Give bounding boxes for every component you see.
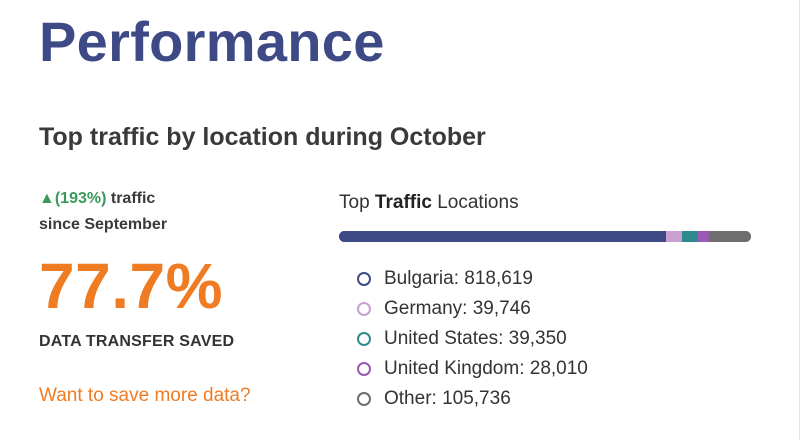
page-title: Performance <box>39 10 385 73</box>
legend-item: Germany: 39,746 <box>357 294 588 324</box>
legend-label: United States: 39,350 <box>384 328 567 349</box>
legend-circle-icon <box>357 332 371 346</box>
traffic-locations-heading: Top Traffic Locations <box>339 190 753 216</box>
legend-label: Other: 105,736 <box>384 388 511 409</box>
legend-item: United States: 39,350 <box>357 324 588 354</box>
section-subtitle: Top traffic by location during October <box>39 123 486 151</box>
heading-bold: Traffic <box>374 192 432 213</box>
traffic-bar-segment <box>708 231 751 242</box>
data-saved-percent: 77.7% <box>39 250 223 322</box>
right-border <box>799 0 800 440</box>
traffic-trend: ▲(193%) traffic since September <box>39 186 299 238</box>
legend-label: Bulgaria: 818,619 <box>384 268 533 289</box>
legend-item: United Kingdom: 28,010 <box>357 354 588 384</box>
trend-since: since September <box>39 216 168 233</box>
legend-label: United Kingdom: 28,010 <box>384 358 588 379</box>
heading-prefix: Top <box>339 192 375 213</box>
legend-item: Other: 105,736 <box>357 384 588 414</box>
traffic-bar-segment <box>681 231 698 242</box>
legend-circle-icon <box>357 302 371 316</box>
traffic-legend: Bulgaria: 818,619 Germany: 39,746 United S… <box>357 264 588 414</box>
trend-word: traffic <box>106 190 156 207</box>
traffic-share-bar <box>339 231 751 242</box>
legend-circle-icon <box>357 272 371 286</box>
savings-summary: ▲(193%) traffic since September 77.7% DA… <box>39 186 299 406</box>
legend-label: Germany: 39,746 <box>384 298 531 319</box>
traffic-bar-segment <box>339 231 666 242</box>
trend-percent: (193%) <box>54 190 107 207</box>
trend-up-icon: ▲ <box>39 190 55 207</box>
legend-item: Bulgaria: 818,619 <box>357 264 588 294</box>
save-more-data-link[interactable]: Want to save more data? <box>39 385 251 406</box>
traffic-bar-segment <box>665 231 682 242</box>
data-saved-label: DATA TRANSFER SAVED <box>39 333 235 350</box>
legend-circle-icon <box>357 392 371 406</box>
traffic-bar-segment <box>697 231 709 242</box>
traffic-locations: Top Traffic Locations Bulgaria: 818,619 G… <box>339 190 753 409</box>
legend-circle-icon <box>357 362 371 376</box>
heading-suffix: Locations <box>431 192 519 213</box>
